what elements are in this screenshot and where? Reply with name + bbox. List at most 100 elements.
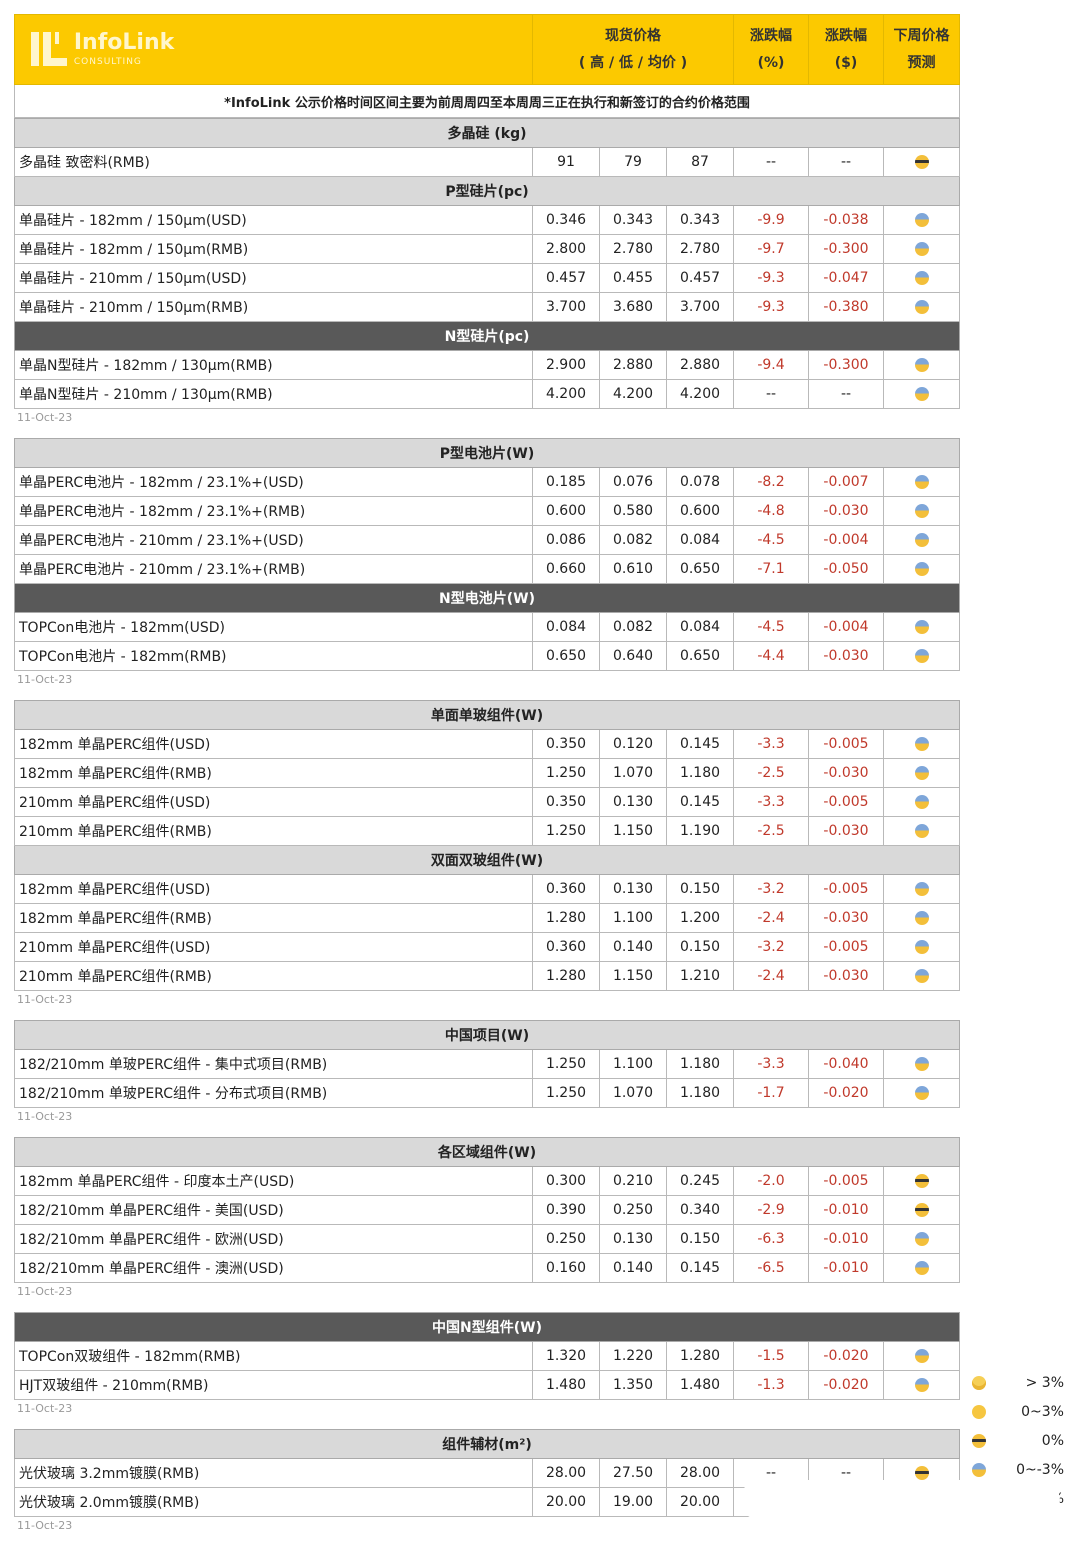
- forecast-cell: [882, 612, 961, 642]
- price-avg: 0.150: [666, 874, 734, 904]
- price-high: 28.00: [532, 1458, 600, 1488]
- scream-face-icon: [914, 387, 929, 401]
- price-avg: 1.280: [666, 1341, 734, 1371]
- price-avg: 0.600: [666, 496, 734, 526]
- price-high: 2.800: [532, 234, 600, 264]
- price-high: 0.086: [532, 525, 600, 555]
- section-header: P型电池片(W): [13, 438, 961, 468]
- price-low: 0.120: [599, 729, 667, 759]
- spot-price-header: 现货价格( 高 / 低 / 均价 ): [531, 14, 735, 85]
- change-pct: -2.4: [733, 961, 809, 991]
- scream-face-icon: [914, 911, 929, 925]
- price-avg: 0.650: [666, 554, 734, 584]
- cool-face-icon: [914, 1466, 929, 1480]
- change-usd: -0.010: [808, 1195, 884, 1225]
- change-pct-header: 涨跌幅 (%): [733, 14, 810, 85]
- product-name: 182mm 单晶PERC组件(RMB): [14, 758, 533, 788]
- table-row: 单晶PERC电池片 - 210mm / 23.1%+(RMB) 0.660 0.61…: [14, 554, 961, 584]
- scream-face-icon: [914, 620, 929, 634]
- product-name: 光伏玻璃 3.2mm镀膜(RMB): [14, 1458, 533, 1488]
- date-label: 11-Oct-23: [17, 1402, 73, 1415]
- price-low: 0.580: [599, 496, 667, 526]
- product-name: 多晶硅 致密料(RMB): [14, 147, 533, 177]
- price-block: P型电池片(W) 单晶PERC电池片 - 182mm / 23.1%+(USD) 0…: [13, 438, 961, 671]
- section-header: 组件辅材(m²): [13, 1429, 961, 1459]
- price-avg: 1.480: [666, 1370, 734, 1400]
- forecast-cell: [882, 292, 961, 322]
- product-name: 182/210mm 单晶PERC组件 - 美国(USD): [14, 1195, 533, 1225]
- scream-face-icon: [914, 1378, 929, 1392]
- product-name: 210mm 单晶PERC组件(USD): [14, 932, 533, 962]
- header-table: InfoLink CONSULTING 现货价格( 高 / 低 / 均价 ) 涨跌…: [13, 14, 961, 118]
- change-pct: -6.3: [733, 1224, 809, 1254]
- product-name: 单晶PERC电池片 - 182mm / 23.1%+(RMB): [14, 496, 533, 526]
- product-name: 182mm 单晶PERC组件 - 印度本土产(USD): [14, 1166, 533, 1196]
- price-sheet: InfoLink CONSULTING 现货价格( 高 / 低 / 均价 ) 涨跌…: [13, 14, 961, 1546]
- price-low: 0.210: [599, 1166, 667, 1196]
- legend-label: > 3%: [1025, 1374, 1064, 1391]
- forecast-cell: [882, 1049, 961, 1079]
- change-usd: -0.030: [808, 903, 884, 933]
- table-row: 182/210mm 单玻PERC组件 - 集中式项目(RMB) 1.250 1.10…: [14, 1049, 961, 1079]
- price-high: 0.390: [532, 1195, 600, 1225]
- forecast-cell: [882, 467, 961, 497]
- table-row: 210mm 单晶PERC组件(RMB) 1.280 1.150 1.210 -2.4 -0…: [14, 961, 961, 991]
- product-name: 182mm 单晶PERC组件(RMB): [14, 903, 533, 933]
- cool-face-icon: [914, 1174, 929, 1188]
- price-avg: 0.245: [666, 1166, 734, 1196]
- table-row: 光伏玻璃 3.2mm镀膜(RMB) 28.00 27.50 28.00 -- --: [14, 1458, 961, 1488]
- table-row: 多晶硅 致密料(RMB) 91 79 87 -- --: [14, 147, 961, 177]
- table-row: 210mm 单晶PERC组件(USD) 0.360 0.140 0.150 -3.2 -0…: [14, 932, 961, 962]
- price-high: 0.185: [532, 467, 600, 497]
- price-high: 0.360: [532, 932, 600, 962]
- change-usd: -0.030: [808, 816, 884, 846]
- forecast-cell: [882, 1224, 961, 1254]
- change-pct: -3.3: [733, 787, 809, 817]
- price-avg: 0.150: [666, 1224, 734, 1254]
- section-title: 单面单玻组件(W): [13, 700, 961, 730]
- product-name: 单晶硅片 - 182mm / 150μm(USD): [14, 205, 533, 235]
- product-name: 单晶硅片 - 210mm / 150μm(RMB): [14, 292, 533, 322]
- change-usd: -0.007: [808, 467, 884, 497]
- price-period-note: *InfoLink 公示价格时间区间主要为前周周四至本周周三正在执行和新签订的合…: [13, 84, 961, 118]
- change-usd: --: [808, 147, 884, 177]
- forecast-cell: [882, 147, 961, 177]
- table-row: TOPCon电池片 - 182mm(USD) 0.084 0.082 0.084 -4.…: [14, 612, 961, 642]
- price-high: 0.300: [532, 1166, 600, 1196]
- price-high: 1.250: [532, 1049, 600, 1079]
- price-high: 0.457: [532, 263, 600, 293]
- date-label: 11-Oct-23: [17, 411, 73, 424]
- section-title: 双面双玻组件(W): [13, 845, 961, 875]
- price-high: 20.00: [532, 1487, 600, 1517]
- price-avg: 1.180: [666, 1078, 734, 1108]
- product-name: 单晶N型硅片 - 182mm / 130μm(RMB): [14, 350, 533, 380]
- legend-item: 0~3%: [968, 1397, 1078, 1426]
- price-high: 91: [532, 147, 600, 177]
- logo-mark-icon: [29, 31, 69, 68]
- price-low: 0.130: [599, 1224, 667, 1254]
- section-header: 多晶硅 (kg): [13, 118, 961, 148]
- legend-item: > 3%: [968, 1368, 1078, 1397]
- forecast-cell: [882, 350, 961, 380]
- scream-face-icon: [914, 882, 929, 896]
- forecast-cell: [882, 496, 961, 526]
- cool-face-icon: [914, 155, 929, 169]
- legend-label: 0~3%: [1021, 1403, 1064, 1420]
- table-row: TOPCon双玻组件 - 182mm(RMB) 1.320 1.220 1.280 -1…: [14, 1341, 961, 1371]
- forecast-legend: > 3%0~3%0%0~-3%%: [968, 1368, 1078, 1513]
- table-row: 单晶N型硅片 - 210mm / 130μm(RMB) 4.200 4.200 4.2…: [14, 379, 961, 409]
- scream-face-icon: [914, 213, 929, 227]
- table-row: 182/210mm 单晶PERC组件 - 美国(USD) 0.390 0.250 0.…: [14, 1195, 961, 1225]
- scream-face-icon: [914, 358, 929, 372]
- scream-face-icon: [914, 242, 929, 256]
- logo-subtitle: CONSULTING: [73, 57, 142, 67]
- change-usd: -0.030: [808, 961, 884, 991]
- infolink-logo: InfoLink CONSULTING: [14, 14, 533, 85]
- scream-face-icon: [914, 1261, 929, 1275]
- date-label: 11-Oct-23: [17, 1110, 73, 1123]
- price-high: 0.600: [532, 496, 600, 526]
- change-pct: -4.5: [733, 525, 809, 555]
- legend-label: 0~-3%: [1016, 1461, 1064, 1478]
- price-low: 0.610: [599, 554, 667, 584]
- price-high: 1.280: [532, 903, 600, 933]
